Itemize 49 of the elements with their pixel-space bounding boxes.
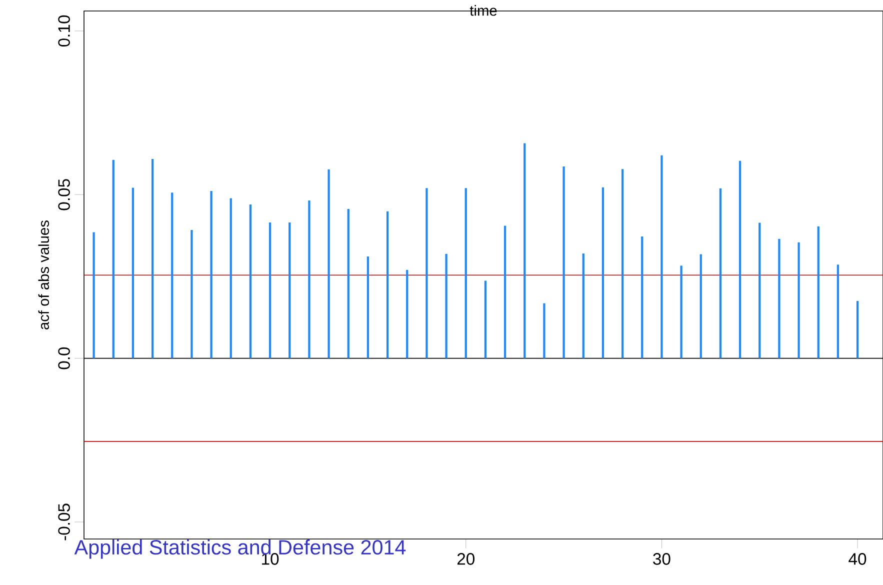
bar: [641, 236, 644, 358]
bar: [798, 242, 800, 358]
bar: [406, 270, 408, 358]
bar: [817, 226, 820, 358]
bar: [171, 192, 174, 358]
bar: [602, 187, 604, 358]
x-tick-label: 20: [457, 553, 474, 565]
bar: [347, 209, 350, 358]
bar: [210, 191, 212, 358]
bar: [524, 143, 526, 358]
bar: [386, 211, 389, 358]
bar: [249, 204, 252, 358]
bar: [190, 230, 193, 358]
bar: [132, 188, 134, 358]
bar: [836, 264, 840, 358]
bar: [680, 266, 682, 358]
bar: [621, 169, 624, 358]
bar: [543, 303, 546, 358]
bar: [445, 254, 448, 358]
bar: [738, 160, 742, 358]
bar: [719, 188, 722, 358]
bar: [464, 188, 467, 358]
x-tick-label: 10: [262, 553, 279, 565]
bar: [268, 222, 272, 358]
y-tick-label: -0.05: [58, 504, 70, 540]
bar: [856, 301, 859, 358]
bar: [426, 188, 428, 358]
y-tick-label: 0.10: [58, 15, 70, 47]
bar: [660, 155, 663, 358]
bar: [230, 198, 232, 358]
bar: [582, 254, 584, 358]
bar: [778, 238, 780, 358]
bar: [328, 169, 330, 358]
bar: [504, 226, 506, 358]
bar: [92, 232, 95, 358]
y-tick-label: 0.05: [58, 179, 70, 210]
bar: [758, 222, 761, 358]
x-tick-label: 30: [653, 553, 670, 565]
bar: [151, 158, 154, 358]
bar: [562, 166, 565, 358]
bar: [700, 254, 702, 358]
y-axis-title: acf of abs values: [38, 220, 50, 330]
bar: [112, 160, 114, 358]
bar: [288, 222, 291, 358]
bar: [484, 280, 487, 358]
y-tick-label: 0.0: [58, 347, 70, 370]
bar: [366, 256, 370, 358]
bar: [308, 200, 310, 358]
x-tick-label: 40: [848, 553, 866, 565]
